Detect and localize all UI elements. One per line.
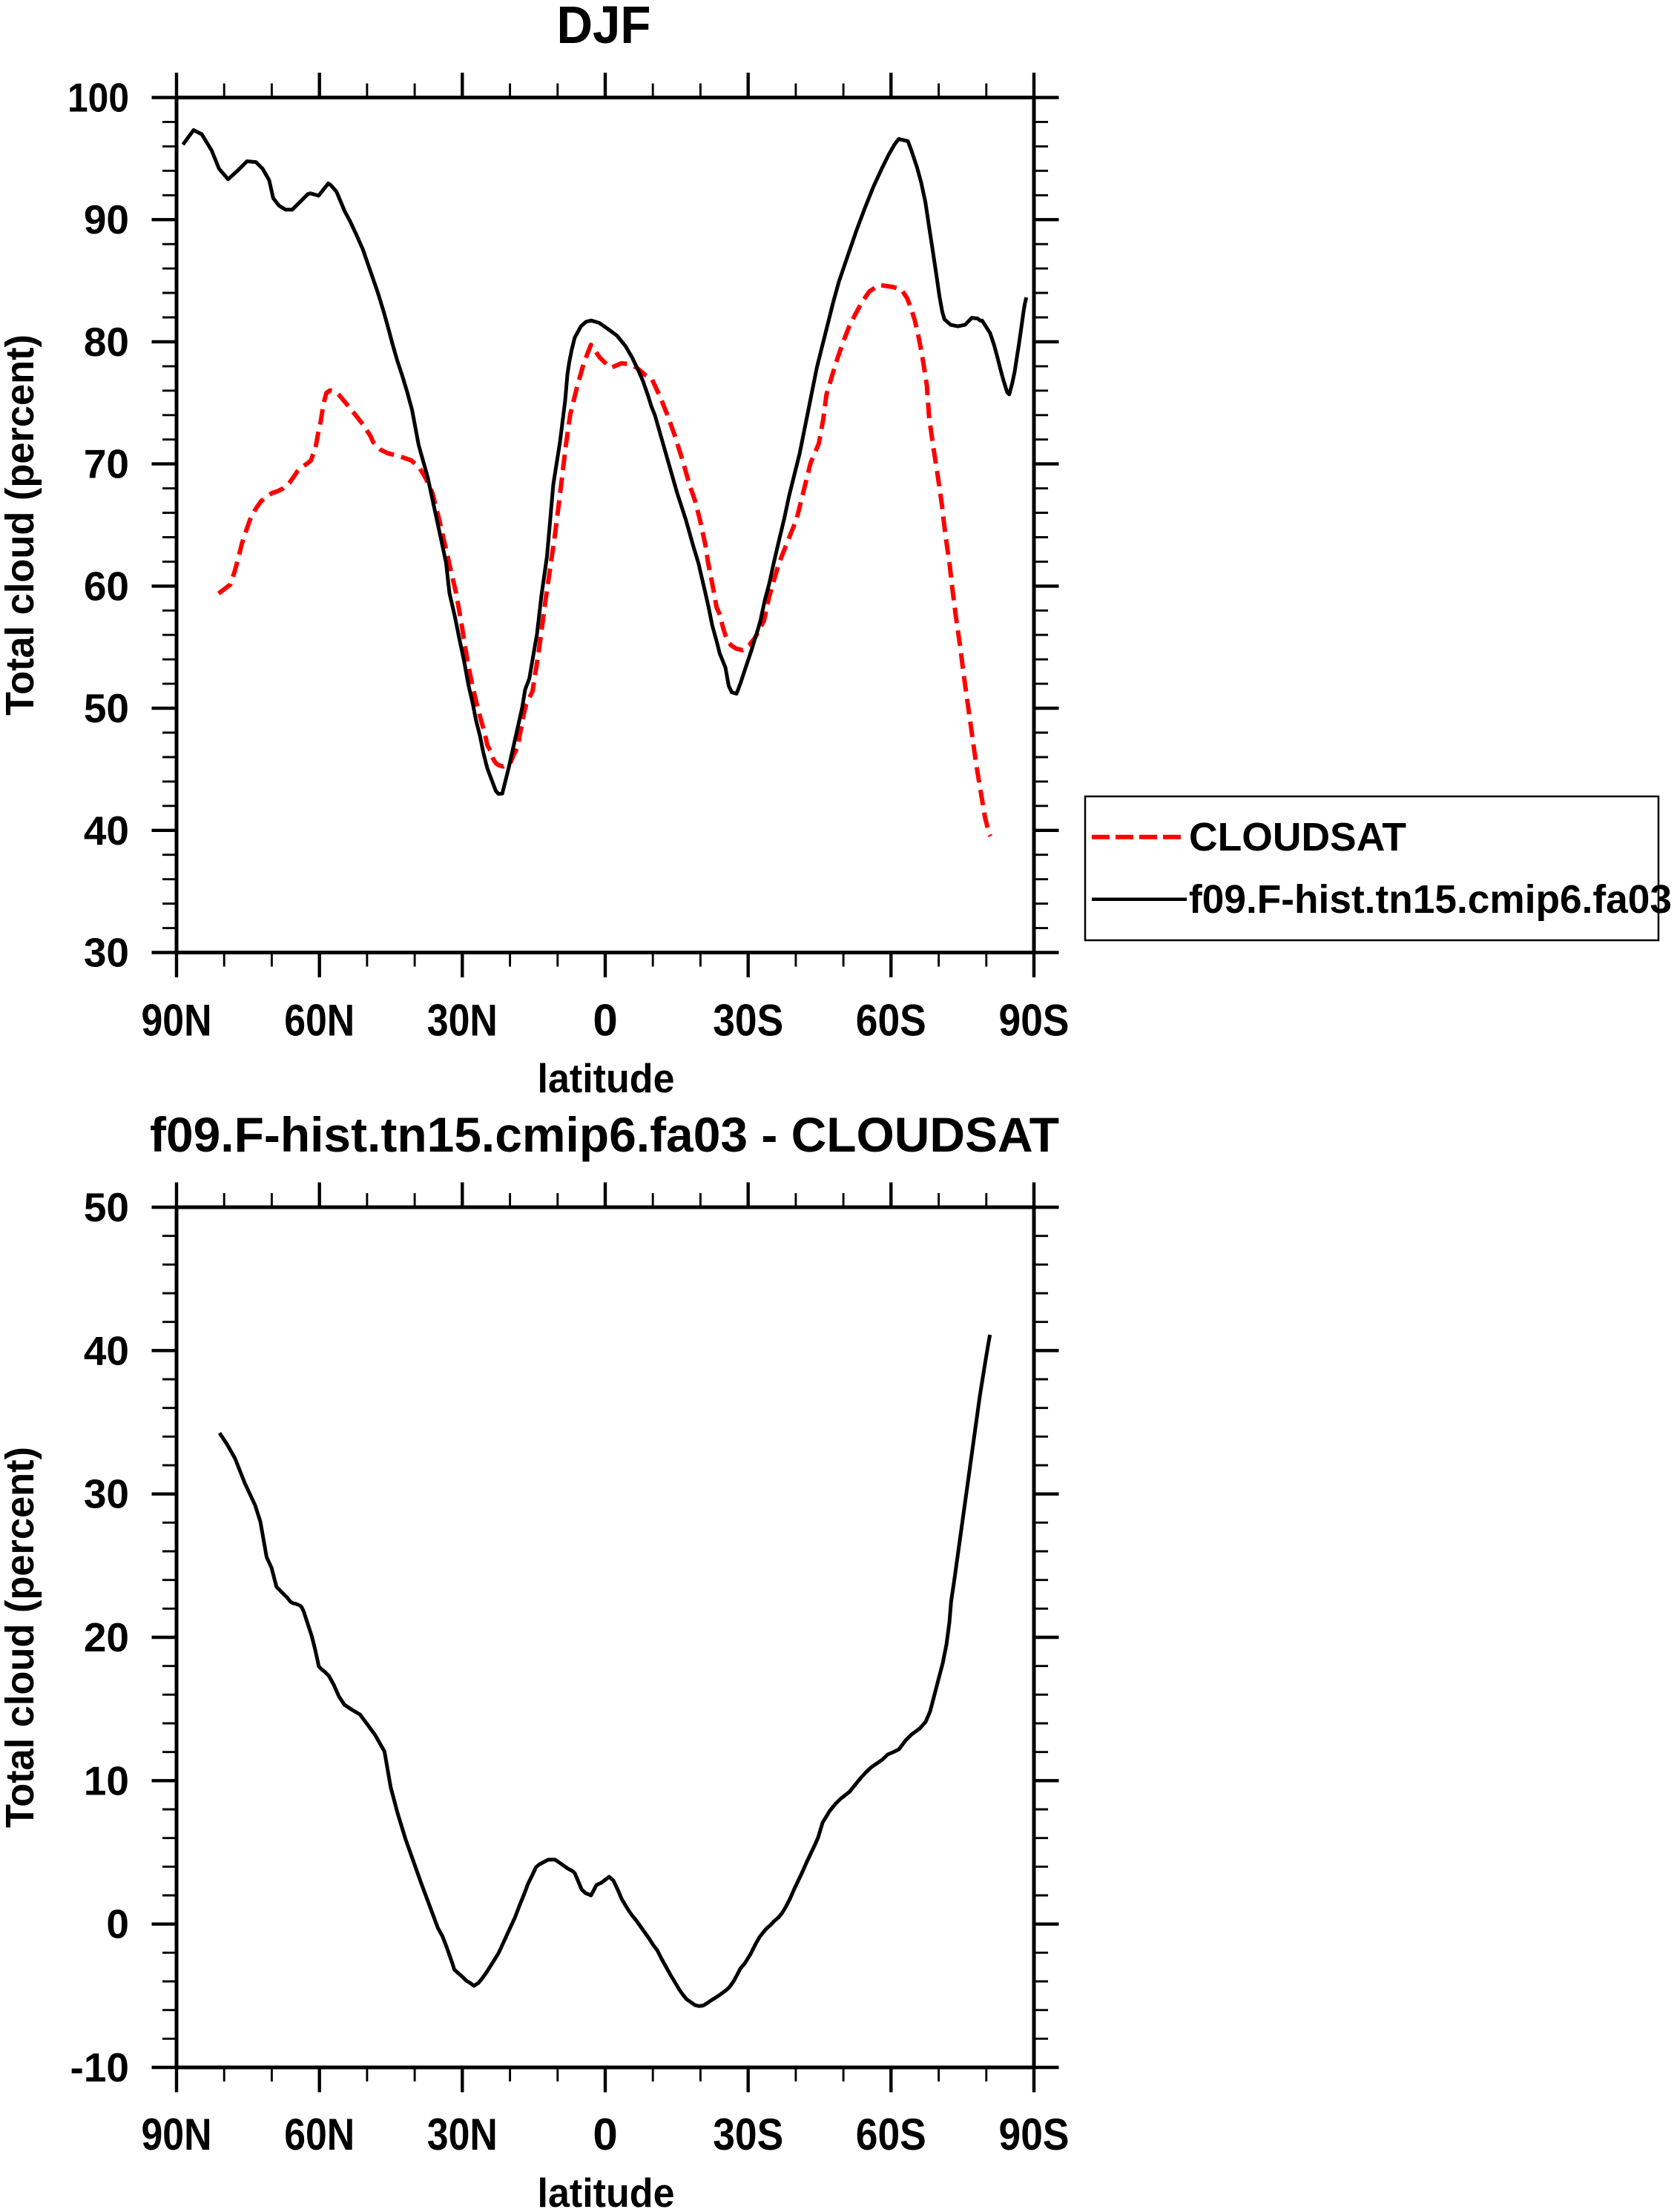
svg-text:90S: 90S — [999, 996, 1070, 1046]
svg-text:10: 10 — [84, 1757, 129, 1803]
svg-text:100: 100 — [67, 75, 129, 121]
svg-text:30: 30 — [84, 930, 129, 976]
svg-text:90N: 90N — [142, 996, 212, 1046]
svg-text:40: 40 — [84, 808, 129, 854]
svg-text:60N: 60N — [284, 2110, 355, 2159]
svg-text:50: 50 — [84, 685, 129, 731]
svg-text:30S: 30S — [713, 2110, 783, 2159]
svg-text:Total cloud (percent): Total cloud (percent) — [0, 1447, 42, 1828]
svg-text:-10: -10 — [70, 2044, 130, 2090]
svg-text:70: 70 — [84, 441, 129, 487]
svg-text:60S: 60S — [856, 996, 926, 1046]
svg-text:f09.F-hist.tn15.cmip6.fa03: f09.F-hist.tn15.cmip6.fa03 — [1189, 877, 1672, 922]
svg-text:Total cloud (percent): Total cloud (percent) — [0, 334, 42, 716]
svg-text:CLOUDSAT: CLOUDSAT — [1189, 815, 1406, 859]
svg-text:latitude: latitude — [538, 2170, 675, 2208]
svg-text:0: 0 — [106, 1901, 129, 1947]
svg-text:latitude: latitude — [538, 1055, 675, 1101]
svg-text:0: 0 — [593, 996, 617, 1046]
svg-text:20: 20 — [84, 1614, 129, 1660]
svg-text:90S: 90S — [999, 2110, 1070, 2159]
svg-text:30N: 30N — [427, 2110, 498, 2159]
svg-text:40: 40 — [84, 1327, 129, 1373]
svg-text:30: 30 — [84, 1471, 129, 1517]
svg-text:f09.F-hist.tn15.cmip6.fa03 - C: f09.F-hist.tn15.cmip6.fa03 - CLOUDSAT — [150, 1107, 1059, 1162]
svg-text:50: 50 — [84, 1184, 129, 1230]
svg-text:DJF: DJF — [557, 0, 651, 55]
svg-text:80: 80 — [84, 319, 129, 365]
svg-text:90: 90 — [84, 197, 129, 242]
svg-text:30N: 30N — [427, 996, 498, 1046]
svg-text:30S: 30S — [713, 996, 783, 1046]
svg-text:60: 60 — [84, 563, 129, 609]
svg-text:60S: 60S — [856, 2110, 926, 2159]
svg-text:60N: 60N — [284, 996, 355, 1046]
svg-text:90N: 90N — [142, 2110, 212, 2159]
svg-text:0: 0 — [593, 2110, 617, 2159]
